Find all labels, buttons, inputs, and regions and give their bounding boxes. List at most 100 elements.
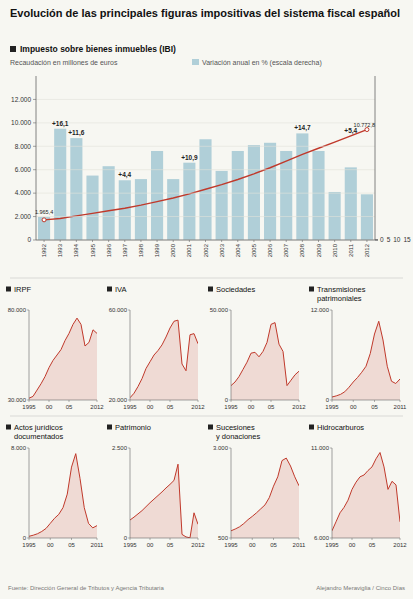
y2-tick	[375, 239, 378, 240]
x-tick	[252, 538, 253, 540]
y-tick	[128, 400, 130, 401]
x-tick-label: 2008	[299, 243, 305, 257]
x-tick-label: 00	[349, 542, 356, 548]
area	[29, 454, 97, 538]
y-tick	[33, 193, 36, 194]
area	[332, 453, 400, 539]
bar	[103, 166, 115, 240]
x-tick	[92, 240, 93, 242]
title-square	[6, 287, 11, 292]
x-tick-label: 05	[268, 404, 275, 410]
y-tick-label: 30.000	[8, 397, 27, 403]
x-tick	[76, 240, 77, 242]
y-tick	[330, 448, 332, 449]
text-line: patrimoniales	[317, 294, 362, 303]
figure-title: Evolución de las principales figuras imp…	[10, 7, 400, 19]
x-tick	[299, 400, 300, 402]
plot-area	[29, 454, 97, 538]
plot-area	[332, 453, 400, 539]
x-tick	[205, 240, 206, 242]
x-tick-label: 1995	[325, 404, 339, 410]
x-tick	[400, 538, 401, 540]
line	[231, 323, 299, 386]
y-tick	[330, 400, 332, 401]
y-tick	[27, 538, 29, 539]
x-tick-label: 2012	[292, 404, 306, 410]
x-tick	[253, 240, 254, 242]
x-tick-label: 1995	[224, 542, 238, 548]
legend-label: Variación anual en % (escala derecha)	[202, 59, 322, 67]
line	[130, 464, 198, 538]
text-line: IRPF	[14, 285, 32, 294]
text-line: Evolución de las principales figuras imp…	[10, 7, 400, 19]
title-square	[6, 425, 11, 430]
line	[332, 321, 400, 397]
x-axis	[332, 538, 400, 539]
y-tick-label: 3.000	[213, 445, 229, 451]
y-tick	[330, 310, 332, 311]
annotation: 1.965,4	[35, 209, 53, 215]
x-tick	[124, 240, 125, 242]
y2-tick	[375, 239, 378, 240]
bar	[296, 133, 308, 240]
x-tick	[44, 240, 45, 242]
x-tick-label: 1995	[22, 404, 36, 410]
x-tick	[302, 240, 303, 242]
area	[29, 318, 97, 400]
y-tick	[33, 99, 36, 100]
x-tick-label: 2006	[267, 243, 273, 257]
x-tick	[353, 400, 354, 402]
y-axis	[36, 76, 37, 240]
text-line: Sociedades	[216, 285, 255, 294]
x-tick-label: 1995	[224, 404, 238, 410]
line-end-marker	[365, 128, 369, 132]
x-tick	[374, 400, 375, 402]
y-tick	[27, 310, 29, 311]
plot-area	[231, 323, 299, 400]
text-line: Transmisiones	[317, 285, 366, 294]
y-tick	[33, 122, 36, 123]
line	[44, 130, 367, 220]
x-tick	[157, 240, 158, 242]
x-tick-label: 05	[66, 404, 73, 410]
plot-area	[332, 321, 400, 400]
bar	[183, 163, 195, 240]
y-tick	[27, 448, 29, 449]
x-tick-label: 1995	[123, 404, 137, 410]
y2-tick-label: 10	[393, 236, 401, 243]
x-tick	[271, 400, 272, 402]
text-line: IVA	[115, 285, 127, 294]
text-line: y donaciones	[216, 432, 260, 441]
y2-tick-label: 15	[403, 236, 411, 243]
separator	[10, 278, 403, 279]
source-note: Fuente: Dirección General de Tributos y …	[8, 585, 164, 591]
area	[130, 464, 198, 538]
y-tick-label: 12.000	[11, 96, 31, 103]
x-tick	[299, 538, 300, 540]
bar	[54, 129, 66, 240]
x-tick	[170, 400, 171, 402]
x-tick	[69, 400, 70, 402]
plot-area	[130, 320, 198, 400]
plot-area	[38, 128, 373, 240]
y2-tick-label: 5	[387, 236, 391, 243]
x-tick-label: 2012	[90, 404, 104, 410]
x-tick-label: 2010	[332, 243, 338, 257]
y-axis	[231, 448, 232, 538]
small-chart-title: Actos jurídicosdocumentados	[14, 423, 63, 441]
figure: Evolución de las principales figuras imp…	[0, 0, 413, 599]
annotation: +10,9	[181, 154, 198, 162]
x-tick	[108, 240, 109, 242]
line	[332, 453, 400, 531]
x-tick	[198, 538, 199, 540]
x-tick-label: 2000	[170, 243, 176, 257]
y-axis	[29, 310, 30, 400]
small-chart-title: Sociedades	[216, 285, 255, 294]
y-tick-label: 2.000	[15, 213, 32, 220]
x-tick-label: 05	[167, 404, 174, 410]
bar	[248, 145, 260, 240]
title-square	[309, 287, 314, 292]
area	[332, 321, 400, 400]
x-axis	[130, 400, 198, 401]
small-chart-title: IRPF	[14, 285, 32, 294]
